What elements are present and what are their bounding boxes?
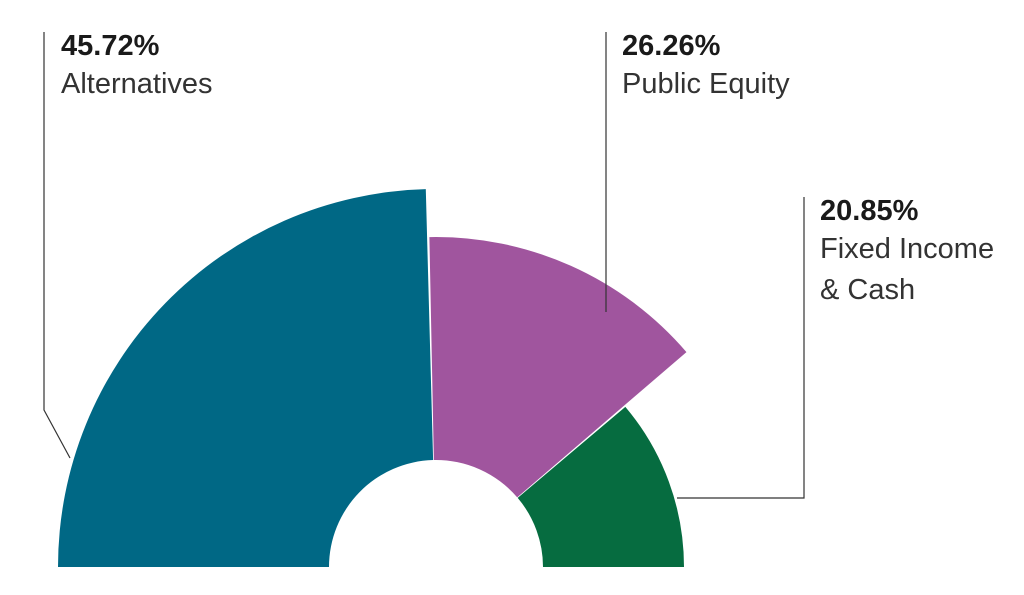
leader-line-alternatives — [43, 32, 71, 459]
slice-public-equity — [429, 237, 687, 498]
category-label-public-equity: Public Equity — [622, 68, 790, 100]
category-label-fixed-income-cash: Fixed Income — [820, 233, 994, 265]
category-label-fixed-income-cash: & Cash — [820, 274, 915, 306]
chart-slices — [58, 189, 687, 567]
category-label-alternatives: Alternatives — [61, 68, 213, 100]
value-label-public-equity: 26.26% — [622, 30, 721, 62]
leader-lines — [43, 32, 805, 499]
slice-labels: 45.72% Alternatives 26.26% Public Equity 20.… — [61, 30, 994, 306]
slice-alternatives — [58, 189, 434, 567]
slice-fixed-income-cash — [517, 406, 684, 567]
value-label-fixed-income-cash: 20.85% — [820, 195, 919, 227]
value-label-alternatives: 45.72% — [61, 30, 160, 62]
leader-line-fixed-income-cash — [677, 197, 805, 499]
